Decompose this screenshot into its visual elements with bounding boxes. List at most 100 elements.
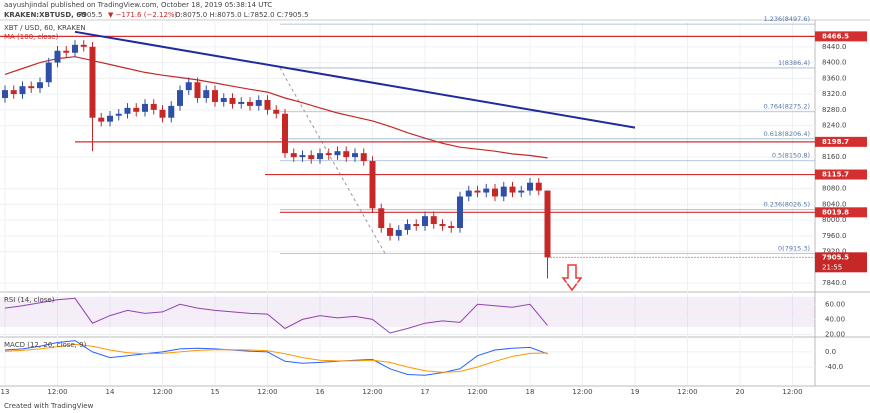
x-tick-label: 12:00 xyxy=(257,388,277,396)
publisher: aayushjindal published on TradingView.co… xyxy=(4,1,272,9)
candle-body xyxy=(369,161,376,209)
candle-body xyxy=(229,98,236,104)
y-tick-label: 20.00 xyxy=(825,330,845,338)
y-tick-label: -40.0 xyxy=(825,363,843,371)
candle-body xyxy=(63,50,70,53)
candle-body xyxy=(168,105,175,118)
change: ▼ −171.6 (−2.12%) xyxy=(108,11,178,19)
price: 7905.5 xyxy=(78,11,103,19)
candle-body xyxy=(422,216,429,227)
candle-body xyxy=(404,224,411,230)
candle-body xyxy=(308,155,315,160)
x-tick-label: 16 xyxy=(316,388,325,396)
symbol: KRAKEN:XBTUSD, 60 xyxy=(4,11,86,19)
y-tick-label: 7840.0 xyxy=(822,279,847,287)
candle-body xyxy=(378,208,385,228)
x-tick-label: 20 xyxy=(736,388,745,396)
y-tick-label: 8040.0 xyxy=(822,200,847,208)
candle-body xyxy=(483,188,490,193)
trendline xyxy=(74,30,636,129)
x-tick-label: 13 xyxy=(1,388,10,396)
x-tick-label: 12:00 xyxy=(782,388,802,396)
chart-title: XBT / USD, 60, KRAKEN xyxy=(4,24,86,32)
pane-title: MACD (12, 26, close, 9) xyxy=(4,341,87,349)
y-tick-label: 8400.0 xyxy=(822,59,847,67)
x-tick-label: 14 xyxy=(106,388,115,396)
fib-label: 1(8386.4) xyxy=(778,59,810,67)
candle-body xyxy=(457,196,464,228)
candle-body xyxy=(492,188,499,197)
x-tick-label: 18 xyxy=(526,388,535,396)
y-tick-label: 8440.0 xyxy=(822,43,847,51)
candle-body xyxy=(281,113,288,154)
level-box xyxy=(815,31,867,42)
candle-body xyxy=(98,117,105,122)
candle-body xyxy=(465,190,472,197)
candle-body xyxy=(124,107,131,114)
candle-body xyxy=(535,182,542,191)
x-tick-label: 19 xyxy=(631,388,640,396)
candle-body xyxy=(246,101,253,106)
candle-body xyxy=(106,115,113,122)
candle-body xyxy=(45,62,52,83)
y-tick-label: 8240.0 xyxy=(822,122,847,130)
candle-body xyxy=(334,151,341,156)
candle-body xyxy=(19,86,26,95)
candle-body xyxy=(141,103,148,112)
x-tick-label: 15 xyxy=(211,388,220,396)
ma-legend: MA (100, close) xyxy=(4,33,59,41)
y-tick-label: 8000.0 xyxy=(822,216,847,224)
fib-label: 1.236(8497.6) xyxy=(764,15,810,23)
candle-body xyxy=(211,90,218,102)
candle-body xyxy=(316,153,323,160)
y-tick-label: 8160.0 xyxy=(822,153,847,161)
level-box xyxy=(815,207,867,218)
pane-title: RSI (14, close) xyxy=(4,296,55,304)
candle-body xyxy=(255,99,262,106)
candle-body xyxy=(343,151,350,158)
candle-body xyxy=(36,82,43,89)
candle-body xyxy=(238,101,245,104)
x-tick-label: 12:00 xyxy=(47,388,67,396)
footer: Created with TradingView xyxy=(4,402,94,410)
candle-body xyxy=(448,226,455,228)
y-tick-label: 7920.0 xyxy=(822,248,847,256)
candle-body xyxy=(28,86,35,89)
fib-label: 0.5(8150.8) xyxy=(772,152,810,160)
candle-body xyxy=(1,90,8,99)
candle-body xyxy=(80,44,87,47)
y-tick-label: 8320.0 xyxy=(822,90,847,98)
level-label: 8198.7 xyxy=(822,138,849,146)
candle-body xyxy=(544,190,551,258)
candle-body xyxy=(290,153,297,158)
candle-body xyxy=(10,90,17,95)
candle-body xyxy=(474,190,481,193)
candle-body xyxy=(115,113,122,116)
y-tick-label: 7960.0 xyxy=(822,232,847,240)
last-price-box xyxy=(815,252,867,273)
y-tick-label: 60.00 xyxy=(825,300,845,308)
indicator-line xyxy=(4,343,548,373)
level-label: 8115.7 xyxy=(822,171,849,179)
fib-label: 0.618(8206.4) xyxy=(764,130,810,138)
candle-body xyxy=(325,153,332,156)
candle-body xyxy=(150,103,157,110)
candle-body xyxy=(509,186,516,193)
candle-body xyxy=(500,186,507,197)
x-tick-label: 12:00 xyxy=(152,388,172,396)
x-tick-label: 12:00 xyxy=(467,388,487,396)
candle-body xyxy=(430,216,437,225)
last-price-label: 7905.5 xyxy=(822,253,849,261)
x-tick-label: 12:00 xyxy=(677,388,697,396)
y-tick-label: 8080.0 xyxy=(822,185,847,193)
candle-body xyxy=(273,109,280,114)
indicator-line xyxy=(4,340,548,376)
candle-body xyxy=(299,155,306,158)
y-tick-label: 8360.0 xyxy=(822,74,847,82)
candle-body xyxy=(89,46,96,118)
fib-label: 0.764(8275.2) xyxy=(764,103,810,111)
candle-body xyxy=(527,182,534,191)
candle-body xyxy=(386,227,393,236)
